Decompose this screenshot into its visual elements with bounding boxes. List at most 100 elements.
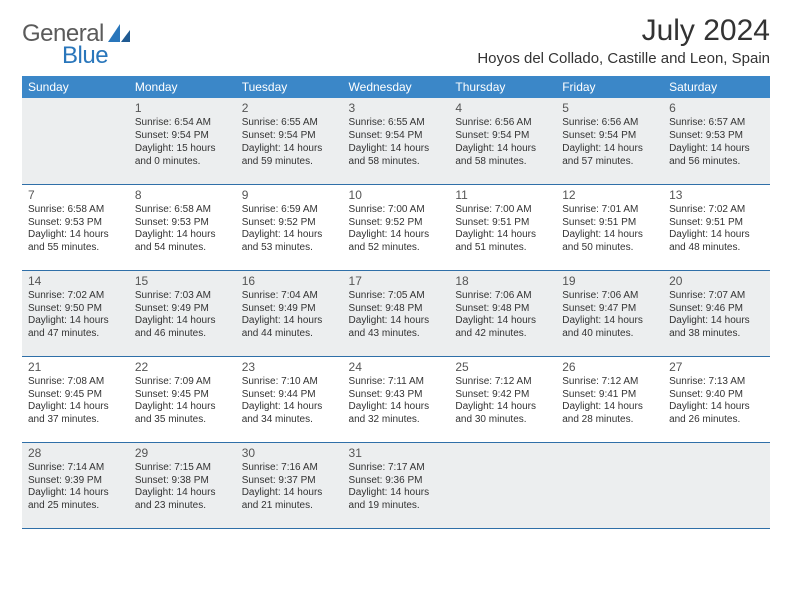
- weekday-header: Thursday: [449, 76, 556, 98]
- daylight-line: Daylight: 14 hours and 19 minutes.: [349, 487, 430, 511]
- day-number: 9: [242, 188, 337, 203]
- sunrise-line: Sunrise: 7:14 AM: [28, 462, 104, 473]
- sunset-line: Sunset: 9:46 PM: [669, 303, 743, 314]
- sunset-line: Sunset: 9:54 PM: [349, 130, 423, 141]
- sunrise-line: Sunrise: 7:02 AM: [669, 204, 745, 215]
- calendar-day-cell: 6Sunrise: 6:57 AMSunset: 9:53 PMDaylight…: [663, 98, 770, 184]
- calendar-empty-cell: [449, 442, 556, 528]
- sunrise-line: Sunrise: 6:59 AM: [242, 204, 318, 215]
- day-number: 16: [242, 274, 337, 289]
- day-number: 1: [135, 101, 230, 116]
- sunrise-line: Sunrise: 6:55 AM: [242, 117, 318, 128]
- sunset-line: Sunset: 9:47 PM: [562, 303, 636, 314]
- sunrise-line: Sunrise: 7:00 AM: [455, 204, 531, 215]
- day-number: 14: [28, 274, 123, 289]
- daylight-line: Daylight: 14 hours and 52 minutes.: [349, 229, 430, 253]
- weekday-header: Monday: [129, 76, 236, 98]
- daylight-line: Daylight: 14 hours and 42 minutes.: [455, 315, 536, 339]
- day-number: 20: [669, 274, 764, 289]
- calendar-day-cell: 19Sunrise: 7:06 AMSunset: 9:47 PMDayligh…: [556, 270, 663, 356]
- sunrise-line: Sunrise: 7:11 AM: [349, 376, 424, 387]
- day-number: 17: [349, 274, 444, 289]
- sunset-line: Sunset: 9:51 PM: [455, 217, 529, 228]
- daylight-line: Daylight: 14 hours and 38 minutes.: [669, 315, 750, 339]
- calendar-day-cell: 10Sunrise: 7:00 AMSunset: 9:52 PMDayligh…: [343, 184, 450, 270]
- daylight-line: Daylight: 14 hours and 51 minutes.: [455, 229, 536, 253]
- calendar-body: 1Sunrise: 6:54 AMSunset: 9:54 PMDaylight…: [22, 98, 770, 528]
- sunrise-line: Sunrise: 7:02 AM: [28, 290, 104, 301]
- sunrise-line: Sunrise: 6:57 AM: [669, 117, 745, 128]
- sunset-line: Sunset: 9:39 PM: [28, 475, 102, 486]
- sunrise-line: Sunrise: 7:12 AM: [455, 376, 531, 387]
- calendar-empty-cell: [556, 442, 663, 528]
- sunrise-line: Sunrise: 7:09 AM: [135, 376, 211, 387]
- calendar-day-cell: 14Sunrise: 7:02 AMSunset: 9:50 PMDayligh…: [22, 270, 129, 356]
- calendar-table: SundayMondayTuesdayWednesdayThursdayFrid…: [22, 76, 770, 529]
- daylight-line: Daylight: 14 hours and 47 minutes.: [28, 315, 109, 339]
- calendar-day-cell: 20Sunrise: 7:07 AM Sunset: 9:46 PMDayligh…: [663, 270, 770, 356]
- daylight-line: Daylight: 15 hours and 0 minutes.: [135, 143, 216, 167]
- calendar-day-cell: 21Sunrise: 7:08 AMSunset: 9:45 PMDayligh…: [22, 356, 129, 442]
- sunrise-line: Sunrise: 7:01 AM: [562, 204, 638, 215]
- sunset-line: Sunset: 9:54 PM: [135, 130, 209, 141]
- sunset-line: Sunset: 9:40 PM: [669, 389, 743, 400]
- sunset-line: Sunset: 9:48 PM: [455, 303, 529, 314]
- calendar-day-cell: 27Sunrise: 7:13 AMSunset: 9:40 PMDayligh…: [663, 356, 770, 442]
- sunrise-line: Sunrise: 7:12 AM: [562, 376, 638, 387]
- day-number: 4: [455, 101, 550, 116]
- daylight-line: Daylight: 14 hours and 56 minutes.: [669, 143, 750, 167]
- sunset-line: Sunset: 9:54 PM: [242, 130, 316, 141]
- month-title: July 2024: [477, 14, 770, 48]
- logo: GeneralBlue: [22, 14, 132, 70]
- day-number: 21: [28, 360, 123, 375]
- sunset-line: Sunset: 9:38 PM: [135, 475, 209, 486]
- calendar-day-cell: 4Sunrise: 6:56 AMSunset: 9:54 PMDaylight…: [449, 98, 556, 184]
- day-number: 5: [562, 101, 657, 116]
- calendar-day-cell: 25Sunrise: 7:12 AMSunset: 9:42 PMDayligh…: [449, 356, 556, 442]
- sunset-line: Sunset: 9:52 PM: [349, 217, 423, 228]
- day-number: 2: [242, 101, 337, 116]
- daylight-line: Daylight: 14 hours and 23 minutes.: [135, 487, 216, 511]
- day-number: 31: [349, 446, 444, 461]
- sunset-line: Sunset: 9:49 PM: [242, 303, 316, 314]
- sunset-line: Sunset: 9:53 PM: [669, 130, 743, 141]
- weekday-header: Wednesday: [343, 76, 450, 98]
- daylight-line: Daylight: 14 hours and 25 minutes.: [28, 487, 109, 511]
- daylight-line: Daylight: 14 hours and 58 minutes.: [455, 143, 536, 167]
- daylight-line: Daylight: 14 hours and 57 minutes.: [562, 143, 643, 167]
- daylight-line: Daylight: 14 hours and 58 minutes.: [349, 143, 430, 167]
- day-number: 19: [562, 274, 657, 289]
- day-number: 30: [242, 446, 337, 461]
- daylight-line: Daylight: 14 hours and 48 minutes.: [669, 229, 750, 253]
- calendar-day-cell: 1Sunrise: 6:54 AMSunset: 9:54 PMDaylight…: [129, 98, 236, 184]
- sunset-line: Sunset: 9:52 PM: [242, 217, 316, 228]
- calendar-day-cell: 2Sunrise: 6:55 AMSunset: 9:54 PMDaylight…: [236, 98, 343, 184]
- sunset-line: Sunset: 9:41 PM: [562, 389, 636, 400]
- sunrise-line: Sunrise: 7:13 AM: [669, 376, 745, 387]
- calendar-day-cell: 15Sunrise: 7:03 AMSunset: 9:49 PMDayligh…: [129, 270, 236, 356]
- calendar-day-cell: 3Sunrise: 6:55 AMSunset: 9:54 PMDaylight…: [343, 98, 450, 184]
- sunset-line: Sunset: 9:36 PM: [349, 475, 423, 486]
- header: GeneralBlue July 2024 Hoyos del Collado,…: [22, 14, 770, 70]
- calendar-day-cell: 26Sunrise: 7:12 AMSunset: 9:41 PMDayligh…: [556, 356, 663, 442]
- day-number: 23: [242, 360, 337, 375]
- daylight-line: Daylight: 14 hours and 37 minutes.: [28, 401, 109, 425]
- daylight-line: Daylight: 14 hours and 30 minutes.: [455, 401, 536, 425]
- calendar-day-cell: 31Sunrise: 7:17 AMSunset: 9:36 PMDayligh…: [343, 442, 450, 528]
- sunrise-line: Sunrise: 7:07 AM: [669, 290, 745, 301]
- title-block: July 2024 Hoyos del Collado, Castille an…: [477, 14, 770, 67]
- daylight-line: Daylight: 14 hours and 35 minutes.: [135, 401, 216, 425]
- day-number: 12: [562, 188, 657, 203]
- calendar-day-cell: 28Sunrise: 7:14 AMSunset: 9:39 PMDayligh…: [22, 442, 129, 528]
- sunset-line: Sunset: 9:53 PM: [135, 217, 209, 228]
- location-subtitle: Hoyos del Collado, Castille and Leon, Sp…: [477, 50, 770, 67]
- daylight-line: Daylight: 14 hours and 34 minutes.: [242, 401, 323, 425]
- sunrise-line: Sunrise: 6:58 AM: [28, 204, 104, 215]
- sunset-line: Sunset: 9:42 PM: [455, 389, 529, 400]
- logo-text-blue: Blue: [62, 42, 132, 70]
- sunset-line: Sunset: 9:43 PM: [349, 389, 423, 400]
- day-number: 3: [349, 101, 444, 116]
- sunrise-line: Sunrise: 6:58 AM: [135, 204, 211, 215]
- sunrise-line: Sunrise: 7:16 AM: [242, 462, 318, 473]
- weekday-header: Tuesday: [236, 76, 343, 98]
